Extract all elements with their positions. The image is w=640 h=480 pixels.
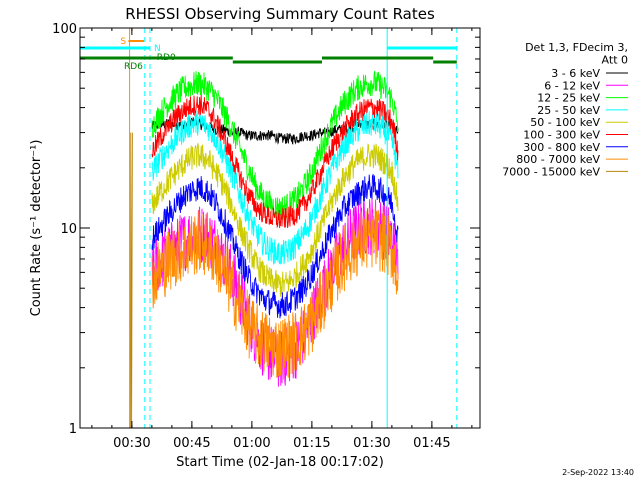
x-tick-label: 01:45 bbox=[413, 436, 450, 451]
y-axis-label: Count Rate (s⁻¹ detector⁻¹) bbox=[29, 140, 44, 317]
series-line-7 bbox=[151, 206, 399, 380]
x-tick-label: 01:15 bbox=[293, 436, 330, 451]
x-tick-label: 01:30 bbox=[353, 436, 390, 451]
x-axis-label: Start Time (02-Jan-18 00:17:02) bbox=[176, 455, 384, 470]
series-line-2 bbox=[151, 70, 399, 220]
legend-entry-label: 300 - 800 keV bbox=[523, 141, 600, 154]
y-tick-label: 1 bbox=[69, 422, 77, 437]
annotation-label: RD6 bbox=[124, 62, 143, 72]
x-axis: 00:30 00:45 01:00 01:15 01:30 01:45 bbox=[91, 28, 473, 451]
legend-entry-label: 12 - 25 keV bbox=[537, 92, 600, 105]
plot-area bbox=[129, 70, 399, 429]
series-line-6 bbox=[151, 174, 399, 319]
x-tick-label: 00:45 bbox=[173, 436, 210, 451]
x-tick-label: 01:00 bbox=[233, 436, 270, 451]
legend-entry-label: 800 - 7000 keV bbox=[516, 153, 600, 166]
annotation-label: S bbox=[120, 37, 126, 47]
footer-timestamp: 2-Sep-2022 13:40 bbox=[562, 468, 634, 477]
legend-title: Det 1,3, FDecim 3, bbox=[525, 41, 628, 54]
annotation-label: RD0 bbox=[157, 53, 176, 63]
annotation-label: N bbox=[154, 44, 161, 54]
legend-entry-label: 25 - 50 keV bbox=[537, 104, 600, 117]
series-line-4 bbox=[151, 142, 399, 297]
x-tick-label: 00:30 bbox=[113, 436, 150, 451]
legend-title: Att 0 bbox=[602, 53, 628, 66]
y-axis: 1 10 100 bbox=[52, 22, 480, 437]
chart-title: RHESSI Observing Summary Count Rates bbox=[125, 5, 435, 23]
series-line-5 bbox=[151, 94, 399, 229]
y-tick-label: 100 bbox=[52, 22, 77, 37]
y-tick-label: 10 bbox=[60, 222, 77, 237]
legend-entry-label: 50 - 100 keV bbox=[530, 116, 600, 129]
series-line-3 bbox=[151, 110, 399, 265]
legend-entry-label: 6 - 12 keV bbox=[544, 79, 600, 92]
series-line-8 bbox=[129, 132, 133, 429]
legend-entry-label: 100 - 300 keV bbox=[523, 129, 600, 142]
legend-entry-label: 3 - 6 keV bbox=[551, 67, 600, 80]
legend-entry-label: 7000 - 15000 keV bbox=[502, 165, 600, 178]
